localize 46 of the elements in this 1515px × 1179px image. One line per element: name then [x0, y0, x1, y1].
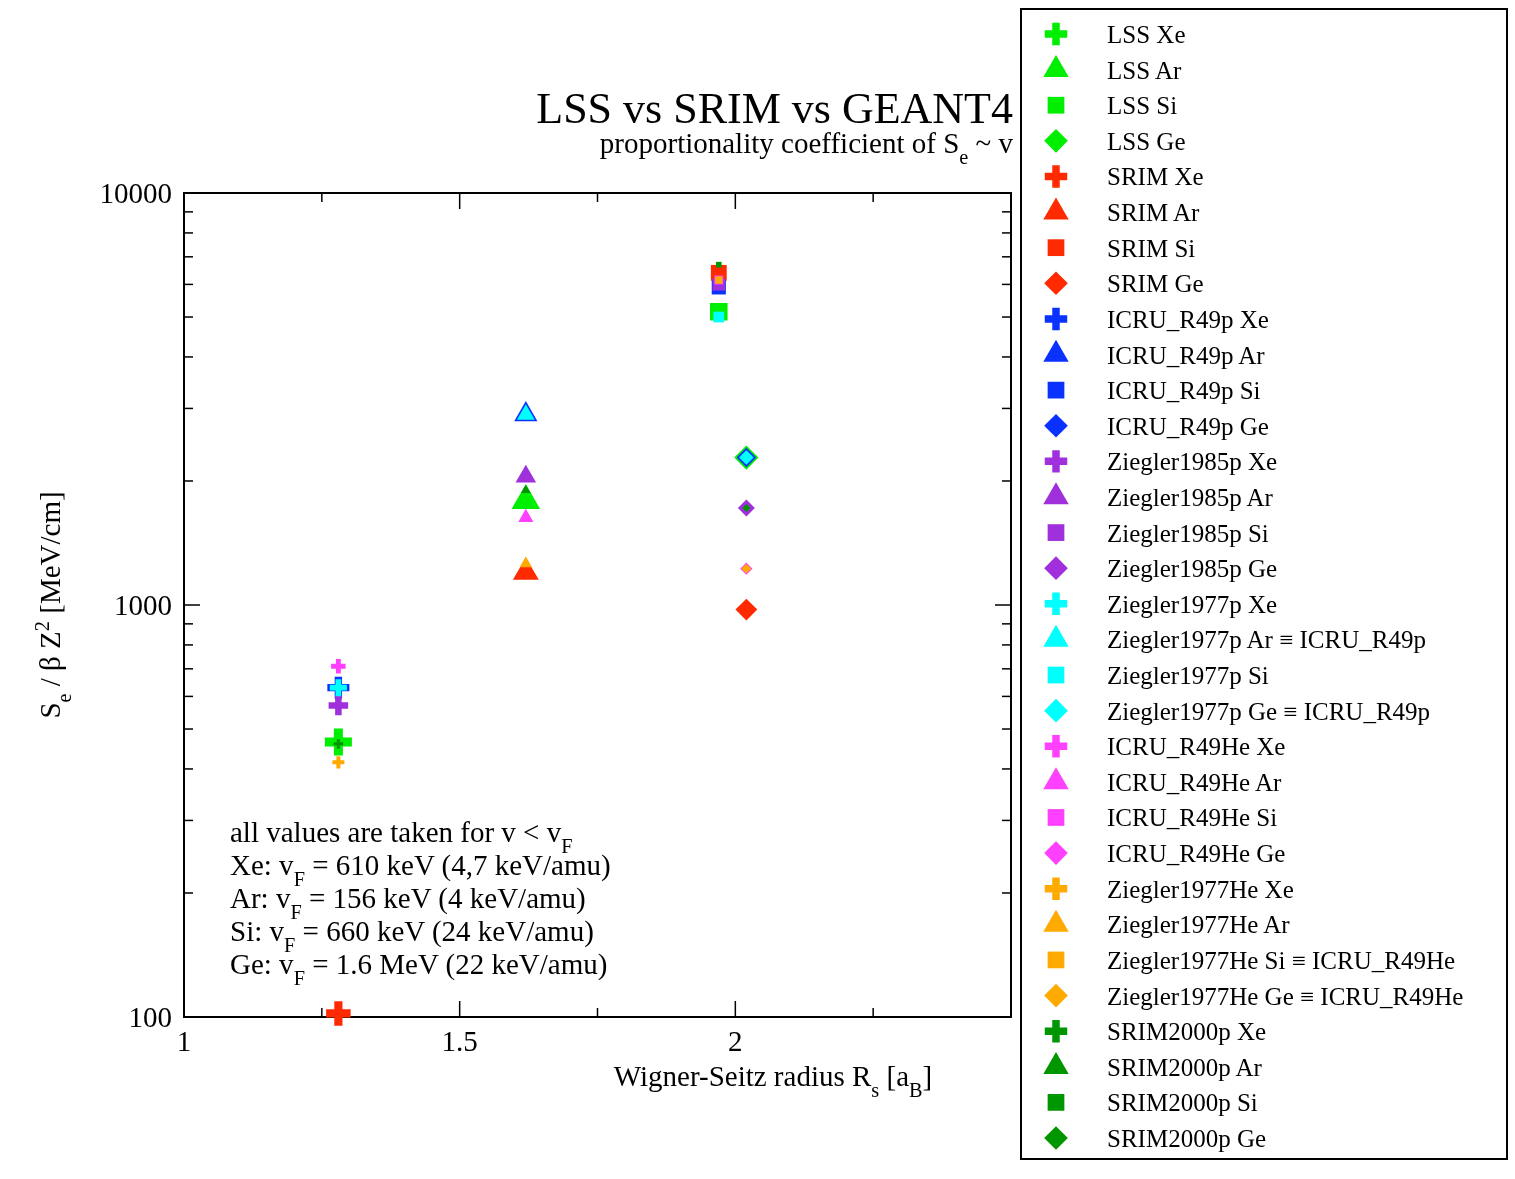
point [331, 659, 346, 674]
x-tick-label: 2 [728, 1025, 743, 1057]
legend-label: Ziegler1977He Ge ≡ ICRU_R49He [1107, 982, 1464, 1010]
x-axis-title: Wigner-Seitz radius R$_{s}$ [a$_{B}$] [613, 1060, 933, 1101]
point [735, 598, 758, 621]
legend-label: Ziegler1985p Xe [1107, 448, 1278, 476]
legend-label: SRIM Si [1107, 234, 1196, 262]
y-tick-label: 1000 [114, 589, 172, 621]
legend-label: LSS Xe [1107, 21, 1186, 48]
legend-label: SRIM2000p Ge [1107, 1125, 1267, 1152]
legend-label: Ziegler1985p Ge [1107, 555, 1278, 583]
legend-label: Ziegler1985p Ar [1107, 483, 1274, 511]
point [326, 1001, 351, 1026]
legend-label: ICRU_R49He Xe [1107, 733, 1286, 761]
legend-label: Ziegler1985p Si [1107, 519, 1269, 547]
legend-label: Ziegler1977p Si [1107, 662, 1269, 690]
legend-label: ICRU_R49p Ge [1107, 412, 1269, 440]
legend-label: ICRU_R49p Ar [1107, 341, 1266, 369]
point [520, 484, 531, 493]
legend-label: Ziegler1977p Ge ≡ ICRU_R49p [1107, 697, 1431, 725]
legend-label: Ziegler1977He Xe [1107, 875, 1294, 903]
legend-label: SRIM2000p Si [1107, 1089, 1258, 1117]
legend-label: ICRU_R49He Si [1107, 804, 1278, 832]
y-tick-label: 10000 [99, 177, 172, 209]
legend-label: Ziegler1977He Si ≡ ICRU_R49He [1107, 946, 1456, 974]
legend-label: ICRU_R49p Si [1107, 377, 1261, 405]
legend-label: Ziegler1977p Ar ≡ ICRU_R49p [1107, 626, 1426, 654]
legend-label: LSS Ge [1107, 127, 1186, 155]
legend-label: ICRU_R49He Ar [1107, 768, 1282, 796]
legend-label: Ziegler1977p Xe [1107, 590, 1278, 618]
x-tick-label: 1.5 [441, 1025, 478, 1057]
point [328, 695, 349, 716]
x-tick-label: 1 [176, 1025, 192, 1057]
legend-label: SRIM Xe [1107, 163, 1204, 191]
legend-label: SRIM2000p Xe [1107, 1018, 1267, 1046]
legend-label: ICRU_R49He Ge [1107, 840, 1286, 868]
legend-label: SRIM2000p Ar [1107, 1053, 1263, 1081]
y-tick-label: 100 [128, 1001, 172, 1033]
legend-label: LSS Si [1107, 92, 1178, 120]
legend-label: LSS Ar [1107, 56, 1182, 84]
legend-label: ICRU_R49p Xe [1107, 305, 1269, 333]
point [332, 756, 345, 769]
legend-label: Ziegler1977He Ar [1107, 911, 1291, 939]
legend-label: SRIM Ge [1107, 270, 1204, 298]
point [715, 261, 722, 268]
legend-label: SRIM Ar [1107, 199, 1201, 227]
